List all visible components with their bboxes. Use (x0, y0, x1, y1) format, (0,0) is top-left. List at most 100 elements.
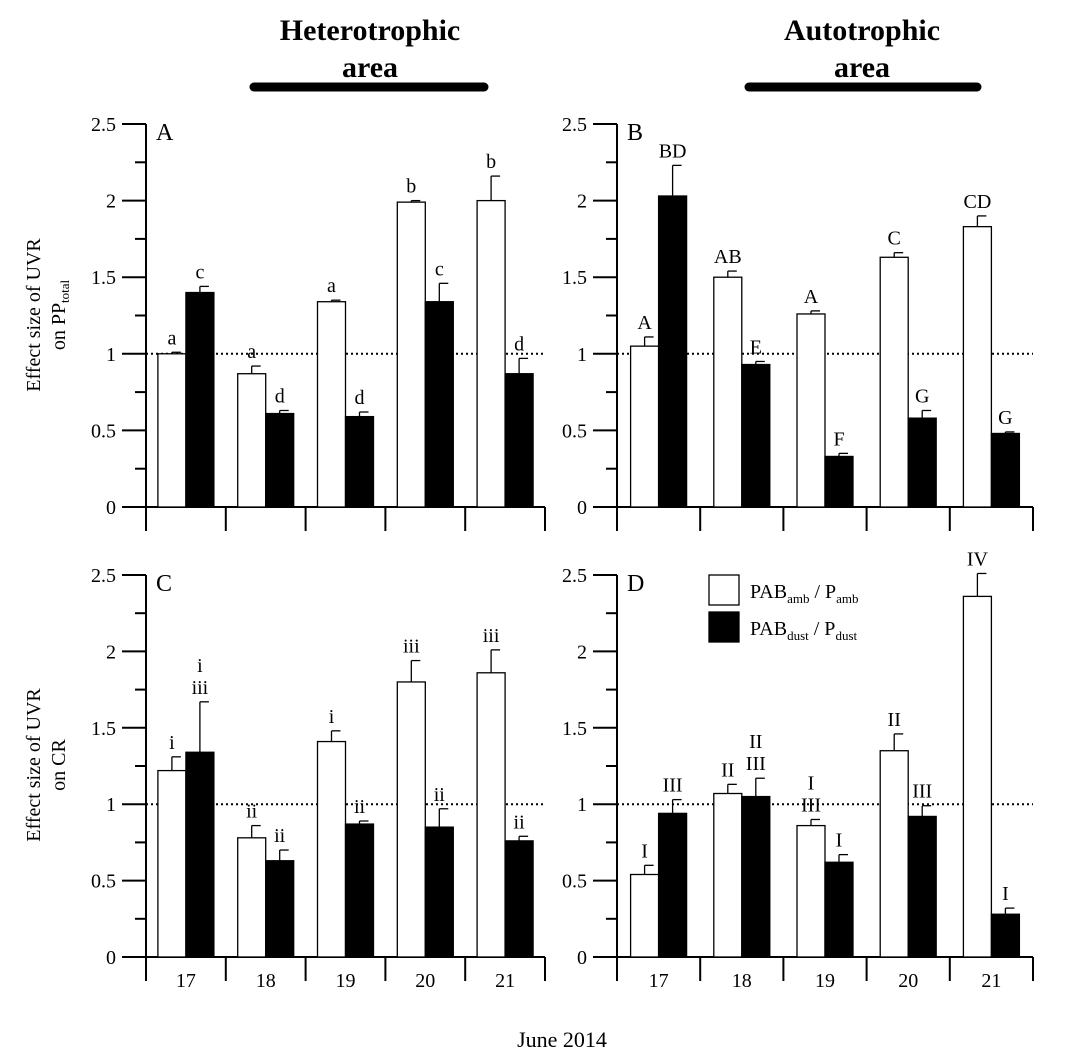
panel-d-bar-label: I (808, 772, 815, 794)
panel-b-bar-label: A (637, 312, 652, 334)
panel-d-bar-label: III (801, 794, 821, 816)
panel-c-bar-label: ii (434, 784, 446, 806)
x-axis-title: June 2014 (517, 1027, 607, 1052)
panel-d-bar-ambient (796, 824, 826, 958)
panel-b-bar-label: C (888, 228, 901, 250)
panel-c-bar-label: iii (483, 625, 500, 647)
panel-a-y-tick-label: 2 (106, 191, 116, 213)
panel-c-x-tick-label: 21 (495, 970, 515, 992)
panel-b-y-tick-label: 2.5 (562, 114, 587, 136)
panel-a-bar-ambient (237, 373, 267, 508)
y-axis-label-bottom: Effect size of UVR on CR (23, 688, 70, 842)
legend-swatch-dust (708, 611, 740, 643)
panel-c-bar-label: i (329, 706, 335, 728)
panel-c-x-tick-label: 18 (256, 970, 276, 992)
panel-b-y-tick-label: 0.5 (562, 420, 587, 442)
panel-c-y-tick-label: 1 (106, 794, 116, 816)
panel-b-letter: B (627, 120, 643, 146)
panel-d-bar-dust (824, 861, 854, 958)
panel-c-bar-dust (424, 826, 454, 958)
panel-c: C00.511.522.517 18 19 20 21iiiiiiiiiiiiiiiii… (91, 565, 546, 992)
panel-c-x-tick-label: 19 (336, 970, 356, 992)
panel-c-bar-label: ii (246, 801, 258, 823)
header-right-line2: area (834, 51, 890, 84)
panel-b-bar-label: G (915, 385, 929, 407)
panel-b-bar-ambient (629, 345, 660, 508)
panel-d-bar-label: I (641, 840, 648, 862)
panel-b-y-tick-label: 0 (577, 497, 587, 519)
panel-d-y-tick-label: 1 (577, 794, 587, 816)
panel-d-x-tick-label: 17 (649, 970, 669, 992)
panel-a-bar-label: a (167, 327, 176, 349)
header-left-line1: Heterotrophic (280, 14, 461, 47)
panel-c-x-tick-label: 17 (176, 970, 196, 992)
panel-b-bar-label: E (750, 336, 762, 358)
panel-c-bar-ambient (316, 740, 347, 958)
panel-a-bar-dust (185, 291, 215, 508)
panel-a-bar-label: d (355, 387, 365, 409)
panel-d-bar-label: I (836, 830, 843, 852)
panel-b-y-tick-label: 2 (577, 191, 587, 213)
panel-d-letter: D (627, 571, 644, 597)
y-axis-label-top-line2: on PPtotal (48, 279, 72, 350)
panel-c-bar-ambient (237, 837, 267, 958)
panel-a-bar-dust (265, 412, 295, 508)
y-axis-label-top-line1: Effect size of UVR (23, 238, 45, 392)
panel-c-x-tick-label: 20 (415, 970, 435, 992)
panel-a-bar-label: b (486, 151, 496, 173)
panel-d-bar-ambient (879, 750, 909, 958)
y-axis-label-bottom-line2: on CR (48, 739, 70, 791)
panel-c-bar-label: iii (192, 677, 209, 699)
panel-d-bar-label: IV (967, 548, 989, 570)
panel-c-bar-ambient (476, 672, 506, 958)
panel-d-y-tick-label: 2.5 (562, 565, 587, 587)
panel-a-y-tick-label: 1 (106, 344, 116, 366)
panel-a-bar-dust (504, 373, 534, 508)
panel-d-x-tick-label: 21 (981, 970, 1001, 992)
panel-d-y-tick-label: 1.5 (562, 718, 587, 740)
panel-a-bar-label: c (195, 261, 204, 283)
panel-d-y-tick-label: 0 (577, 947, 587, 969)
legend-swatch-ambient (708, 574, 740, 606)
panel-b-bar-dust (741, 363, 771, 508)
panel-d-bar-label: II (888, 709, 901, 731)
panel-d-y-tick-label: 0.5 (562, 871, 587, 893)
y-axis-label-bottom-line1: Effect size of UVR (23, 688, 45, 842)
panel-c-letter: C (156, 571, 172, 597)
panel-a-bar-label: c (435, 258, 444, 280)
panel-d-bar-dust (907, 815, 937, 958)
header-right-line1: Autotrophic (784, 14, 940, 47)
panel-a-bar-ambient (476, 199, 506, 508)
panel-d: D00.511.522.517 18 19 20 21IIIIIIIIIIIIIIIII… (562, 548, 1034, 992)
panel-a-bar-label: a (247, 341, 256, 363)
panel-a-bar-label: a (327, 275, 336, 297)
panel-c-y-tick-label: 0.5 (91, 871, 116, 893)
panel-b-bar-ambient (962, 225, 993, 508)
panel-c-bar-dust (265, 860, 295, 958)
legend-label-ambient: PABamb / Pamb (750, 581, 859, 606)
legend-label-dust: PABdust / Pdust (750, 618, 857, 643)
panel-d-bar-ambient (713, 792, 743, 958)
header-left-line2: area (342, 51, 398, 84)
panel-c-bar-label: i (169, 732, 175, 754)
panel-b: B 0 0.5 1 1.5 2 2.5 A BD AB E A F C G CD G (562, 114, 1034, 531)
panel-d-bar-dust (741, 795, 771, 958)
panel-b-bar-dust (990, 432, 1021, 508)
panel-c-bar-label: i (197, 655, 203, 677)
panel-a-bar-ambient (316, 301, 347, 508)
panel-c-bar-label: ii (514, 811, 526, 833)
panel-a-bar-label: b (406, 176, 416, 198)
panel-a-y-tick-label: 0.5 (91, 420, 116, 442)
y-axis-label-top: Effect size of UVR on PPtotal (23, 238, 72, 392)
panel-d-bar-label: III (663, 775, 683, 797)
panel-d-bar-label: III (912, 781, 932, 803)
panel-b-bar-label: F (833, 428, 844, 450)
panel-d-bar-label: II (721, 759, 734, 781)
panel-a-bar-label: d (275, 385, 285, 407)
panel-d-bar-label: III (746, 753, 766, 775)
panel-d-bar-dust (657, 812, 688, 958)
panel-b-bar-ambient (713, 276, 743, 508)
panel-a-bar-ambient (396, 201, 426, 508)
